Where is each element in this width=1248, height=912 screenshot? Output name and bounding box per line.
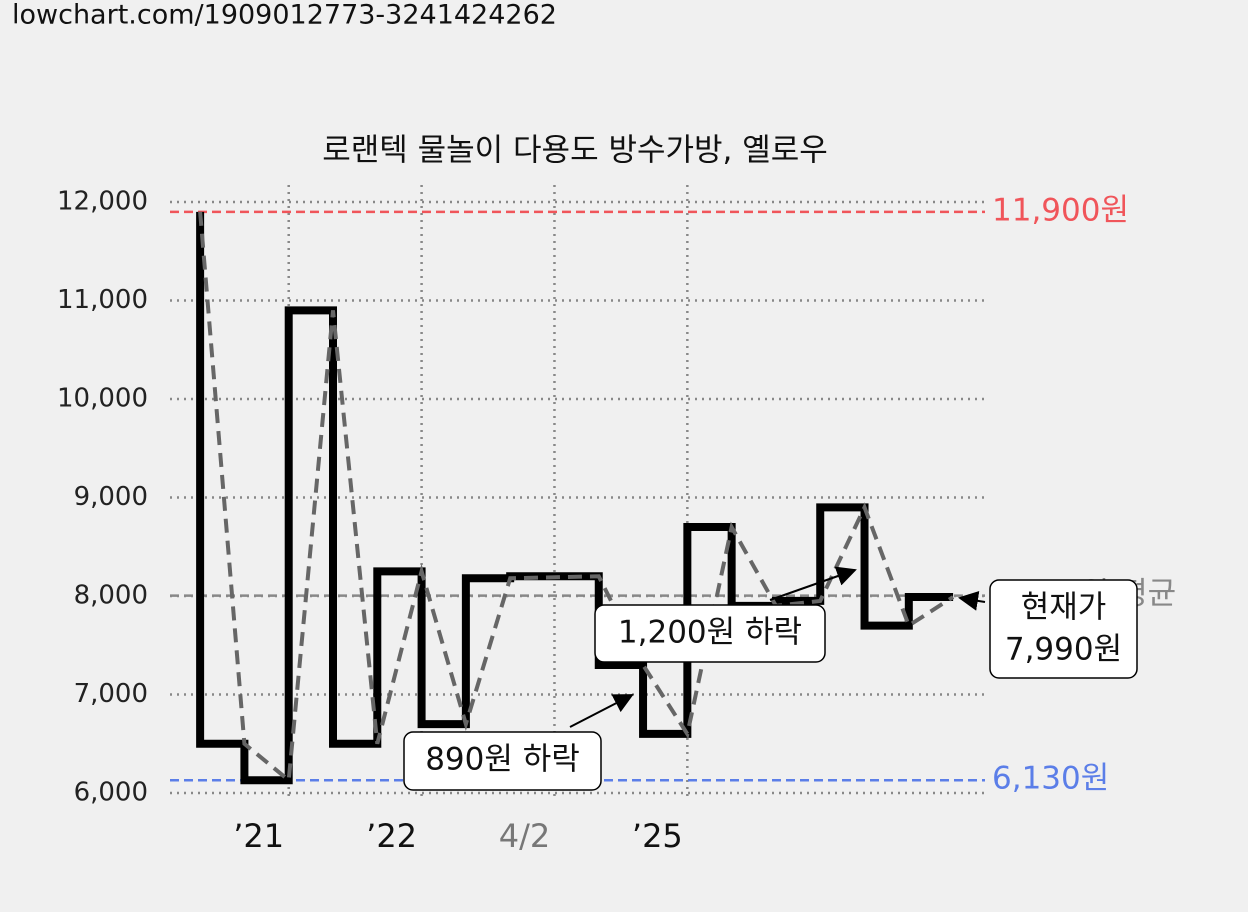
annotation-text: 현재가 (1021, 590, 1107, 626)
chart-title: 로랜텍 물놀이 다용도 방수가방, 옐로우 (322, 133, 828, 169)
reference-label: 6,130원 (992, 761, 1109, 797)
trend-line (198, 211, 955, 785)
y-tick-label: 11,000 (57, 285, 148, 315)
x-tick-label: ’25 (632, 817, 683, 855)
annotation-box (989, 579, 1138, 679)
y-tick-label: 6,000 (74, 778, 148, 808)
annotation-arrow (769, 566, 857, 601)
y-tick-label: 7,000 (74, 679, 148, 709)
annotation-box (403, 731, 602, 791)
y-tick-label: 8,000 (74, 581, 148, 611)
y-tick-label: 10,000 (57, 383, 148, 413)
annotation-box (594, 604, 826, 663)
annotation-text: 890원 하락 (425, 742, 580, 778)
y-tick-label: 9,000 (74, 482, 148, 512)
annotation-arrow (569, 694, 634, 728)
x-tick-label: 4/2 (499, 817, 551, 855)
annotation-arrow (958, 590, 986, 611)
x-tick-label: ’22 (366, 817, 417, 855)
x-tick-label: ’21 (233, 817, 284, 855)
reference-label: 11,900원 (992, 192, 1129, 228)
site-url: lowchart.com/1909012773-3241424262 (12, 0, 557, 31)
y-tick-label: 12,000 (57, 186, 148, 216)
annotation-text: 1,200원 하락 (618, 615, 802, 651)
annotation-text: 7,990원 (1005, 632, 1122, 668)
